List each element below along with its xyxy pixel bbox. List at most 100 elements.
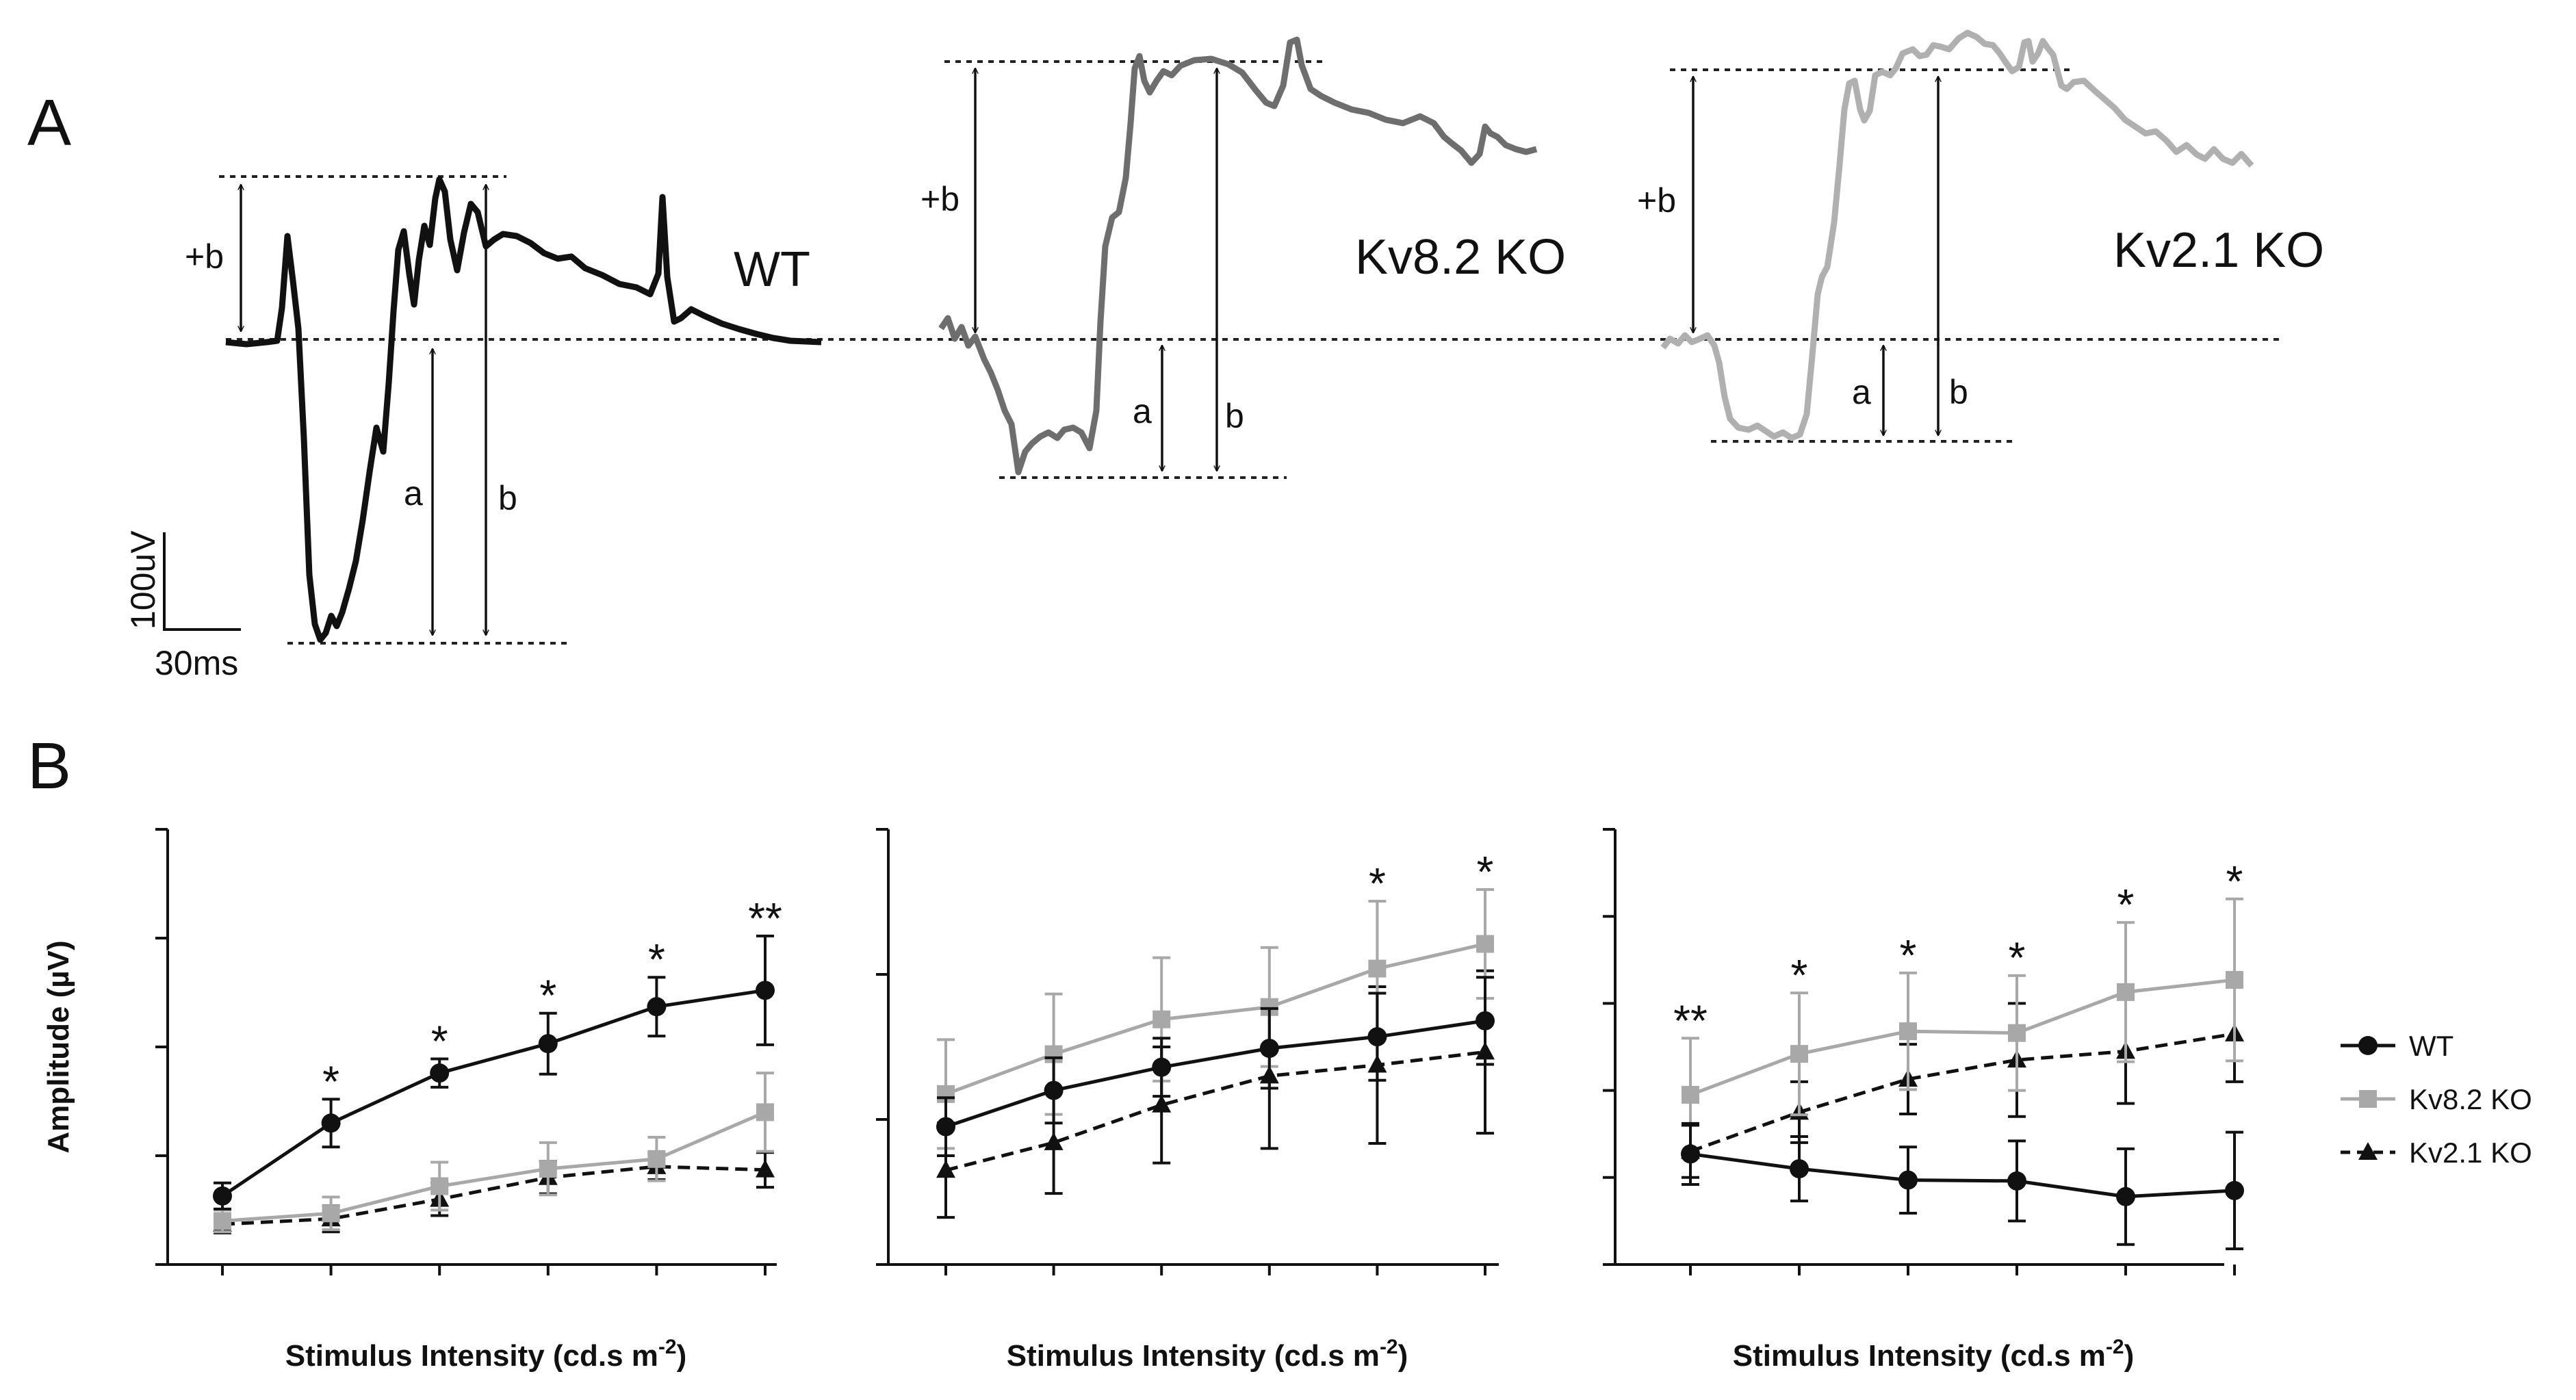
data-point bbox=[1152, 1057, 1172, 1077]
series-line bbox=[222, 1111, 766, 1223]
series-kv8-2-ko bbox=[937, 887, 1494, 1150]
data-point bbox=[321, 1113, 341, 1133]
series-line bbox=[1690, 1032, 2235, 1153]
data-point bbox=[1899, 1022, 1917, 1041]
data-point bbox=[1790, 1045, 1808, 1063]
series-kv2-1-ko bbox=[936, 969, 1495, 1219]
kv82-a-label: a bbox=[1133, 392, 1152, 430]
kv21-trace bbox=[1660, 29, 2254, 441]
kv82-plus-b-label: +b bbox=[920, 180, 959, 218]
chart-3: Stimulus Intensity (cd.s m-2)*** * ** * bbox=[1603, 828, 2244, 1373]
wt-b-label: b bbox=[498, 479, 517, 517]
series-kv8-2-ko bbox=[1682, 897, 2243, 1153]
kv82-trace bbox=[938, 36, 1538, 476]
scale-bar-lines bbox=[163, 532, 241, 631]
panel-b-label: B bbox=[27, 729, 71, 803]
significance-marker: * bbox=[648, 935, 665, 984]
significance-marker: * bbox=[539, 971, 556, 1020]
data-point bbox=[2008, 1024, 2026, 1042]
x-axis-title: Stimulus Intensity (cd.s m-2) bbox=[1007, 1336, 1408, 1373]
legend-marker bbox=[2359, 1090, 2377, 1108]
significance-marker: * bbox=[2117, 880, 2135, 929]
x-axis-title-main: Stimulus Intensity (cd.s m bbox=[1007, 1339, 1380, 1373]
data-point bbox=[430, 1177, 449, 1195]
kv21-b-label: b bbox=[1949, 373, 1968, 411]
significance-marker: * bbox=[2226, 857, 2243, 906]
data-point bbox=[1790, 1159, 1809, 1179]
x-axis-title-close: ) bbox=[677, 1339, 687, 1373]
significance-marker: ** bbox=[1673, 996, 1708, 1045]
data-point bbox=[1044, 1132, 1064, 1150]
data-point bbox=[2116, 1187, 2135, 1206]
scale-y-label: 100uV bbox=[124, 530, 162, 630]
series-kv8-2-ko bbox=[214, 1072, 774, 1234]
series-kv2-1-ko bbox=[1681, 984, 2244, 1179]
data-point bbox=[756, 981, 775, 1000]
data-point bbox=[1152, 1010, 1171, 1028]
wt-plus-b-label: +b bbox=[185, 237, 224, 276]
kv21-plus-b-label: +b bbox=[1637, 181, 1676, 220]
data-point bbox=[756, 1159, 775, 1178]
series-kv2-1-ko bbox=[213, 1151, 775, 1234]
data-point bbox=[2225, 1180, 2244, 1200]
kv82-trace-name: Kv8.2 KO bbox=[1355, 230, 1566, 285]
data-point bbox=[756, 1103, 774, 1122]
legend-marker bbox=[2358, 1142, 2378, 1160]
scale-x-label: 30ms bbox=[155, 644, 238, 682]
series-line bbox=[1690, 978, 2235, 1097]
x-axis-title-main: Stimulus Intensity (cd.s m bbox=[285, 1339, 658, 1373]
x-axis-title-sup: -2 bbox=[658, 1336, 677, 1358]
data-point bbox=[1367, 1027, 1387, 1047]
data-point bbox=[1898, 1170, 1918, 1190]
data-point bbox=[936, 1160, 955, 1178]
data-point bbox=[647, 997, 667, 1017]
series-line bbox=[945, 1019, 1486, 1128]
legend-marker bbox=[2358, 1036, 2378, 1055]
x-axis-title: Stimulus Intensity (cd.s m-2) bbox=[285, 1336, 687, 1373]
charts-layer: Stimulus Intensity (cd.s m-2)Amplitude (… bbox=[42, 828, 2244, 1373]
data-point bbox=[2007, 1171, 2026, 1191]
data-point bbox=[1152, 1094, 1172, 1113]
legend-label: Kv2.1 KO bbox=[2409, 1137, 2532, 1169]
significance-marker: ** bbox=[748, 894, 782, 943]
legend-label: Kv8.2 KO bbox=[2409, 1083, 2532, 1115]
data-point bbox=[1682, 1085, 1699, 1104]
wt-trace bbox=[225, 176, 822, 643]
series-line bbox=[1690, 1152, 2235, 1199]
kv21-a-label: a bbox=[1852, 373, 1871, 411]
legend: WT Kv8.2 KO Kv2.1 KO bbox=[2341, 1030, 2532, 1169]
significance-marker: * bbox=[431, 1016, 448, 1065]
significance-marker: * bbox=[1369, 859, 1386, 908]
data-point bbox=[430, 1063, 450, 1083]
legend-item: Kv8.2 KO bbox=[2341, 1083, 2532, 1115]
data-point bbox=[1476, 935, 1494, 953]
legend-label: WT bbox=[2409, 1030, 2453, 1062]
data-point bbox=[539, 1160, 557, 1178]
data-point bbox=[1044, 1080, 1064, 1100]
kv21-trace-group: +b a b Kv2.1 KO bbox=[1637, 29, 2324, 443]
significance-marker: * bbox=[1477, 847, 1494, 896]
chart-1: Stimulus Intensity (cd.s m-2) Amplitude (… bbox=[42, 828, 782, 1373]
data-point bbox=[936, 1117, 955, 1137]
x-axis-title: Stimulus Intensity (cd.s m-2) bbox=[1733, 1336, 2135, 1373]
data-point bbox=[214, 1212, 231, 1230]
x-axis-title-sup: -2 bbox=[1380, 1336, 1398, 1358]
x-axis-title-sup: -2 bbox=[2106, 1336, 2124, 1358]
series-line bbox=[945, 942, 1486, 1096]
significance-marker: * bbox=[1900, 931, 1917, 980]
data-point bbox=[647, 1150, 666, 1168]
data-point bbox=[1368, 959, 1387, 978]
panel-b: B Stimulus Intensity (cd.s m-2)Amplitude… bbox=[27, 729, 2532, 1373]
data-point bbox=[2226, 971, 2243, 989]
panel-a-label: A bbox=[27, 86, 71, 159]
panel-a: A +b a b WT 100uV 30ms bbox=[27, 29, 2324, 682]
kv82-b-label: b bbox=[1225, 397, 1244, 435]
series-wt bbox=[1681, 1122, 2244, 1251]
data-point bbox=[322, 1204, 340, 1223]
data-point bbox=[1259, 1039, 1279, 1059]
data-point bbox=[1681, 1144, 1700, 1164]
significance-marker: * bbox=[2009, 933, 2026, 983]
wt-a-label: a bbox=[404, 474, 423, 513]
x-axis-title-main: Stimulus Intensity (cd.s m bbox=[1733, 1339, 2106, 1373]
